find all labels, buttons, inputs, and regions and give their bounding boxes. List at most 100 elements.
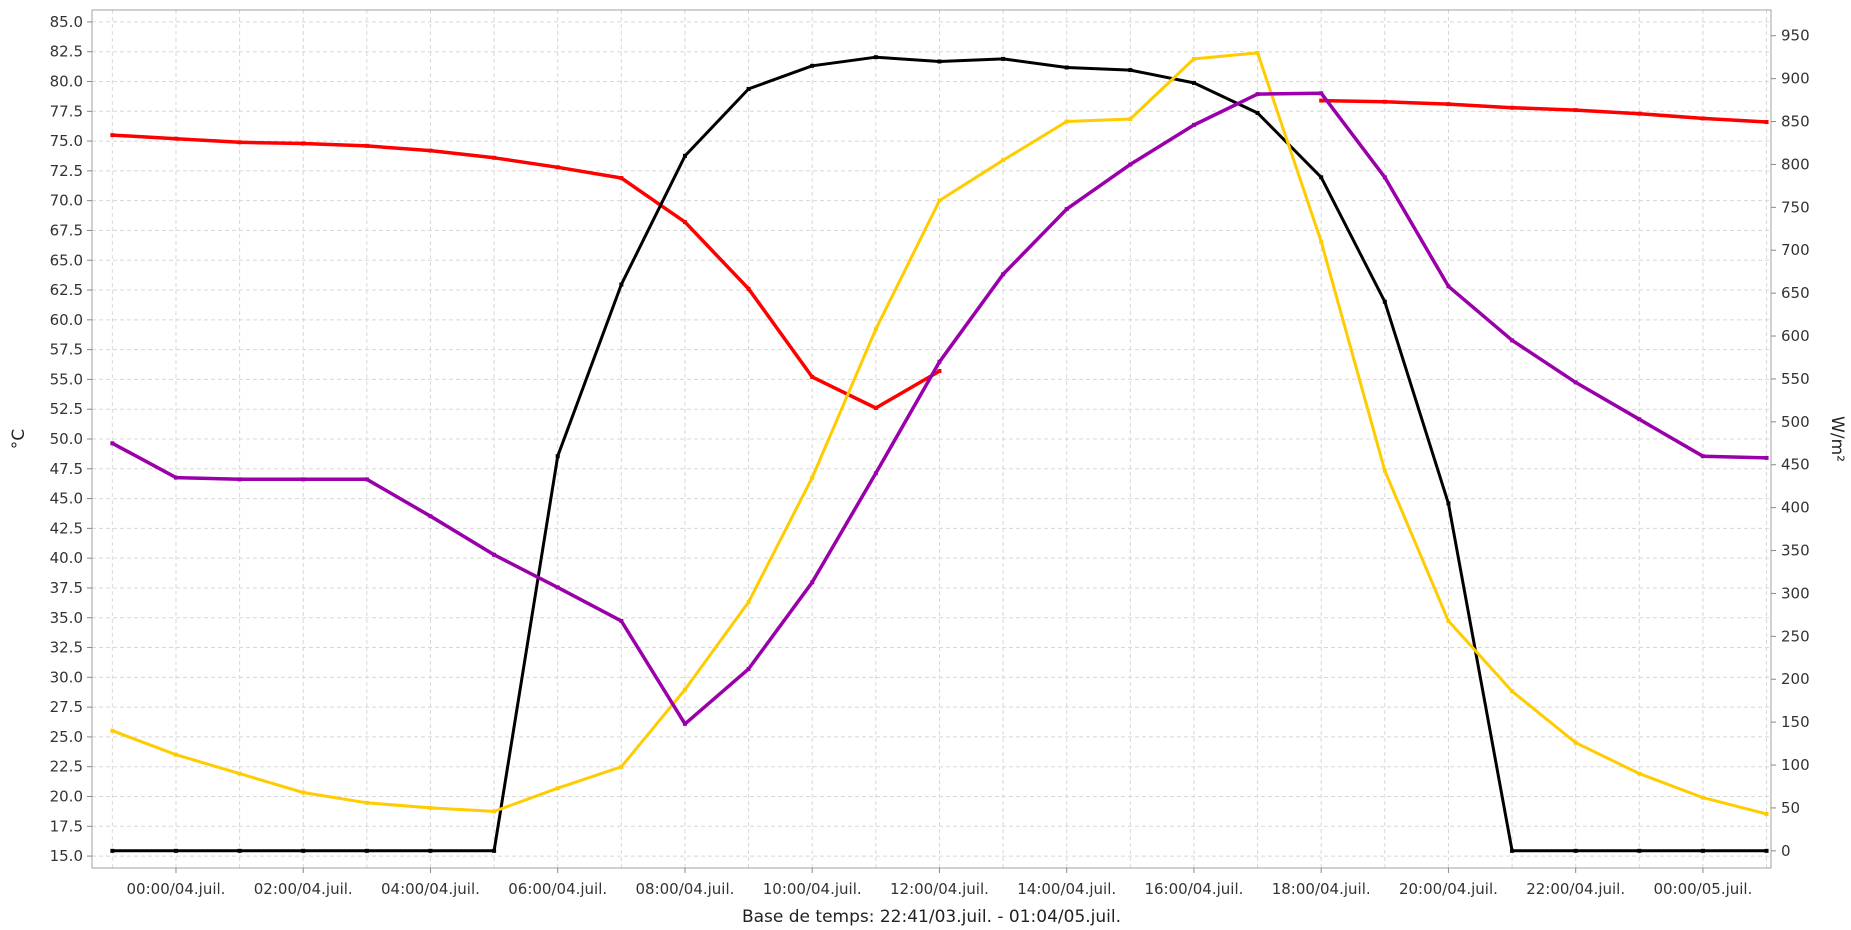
series-point-0 — [1319, 98, 1324, 103]
series-point-0 — [1446, 102, 1451, 107]
series-point-3 — [1255, 92, 1260, 97]
right-tick-label: 250 — [1781, 627, 1810, 645]
left-y-axis: 15.0 17.5 20.0 22.5 25.0 27.5 30.0 32.5 35.0 37.5… — [50, 13, 92, 865]
left-tick-label: 47.5 — [50, 460, 83, 478]
series-point-3 — [682, 721, 687, 726]
series-point-2 — [301, 790, 306, 795]
series-point-1 — [1001, 56, 1006, 61]
left-tick-label: 32.5 — [50, 639, 83, 657]
series-point-2 — [364, 800, 369, 805]
left-tick-label: 72.5 — [50, 162, 83, 180]
series-point-1 — [682, 153, 687, 158]
series-point-1 — [873, 55, 878, 60]
right-y-axis: 0 50 100 150 200 250 300 350 400 450 500 550 600 650 7… — [1771, 27, 1810, 860]
x-axis: 00:00/04.juil. 02:00/04.juil. 04:00/04.jui… — [127, 868, 1752, 898]
series-point-0 — [1573, 108, 1578, 113]
series-point-0 — [1637, 111, 1642, 116]
series-point-1 — [492, 848, 497, 853]
x-tick-label: 16:00/04.juil. — [1144, 880, 1243, 898]
x-tick-label: 22:00/04.juil. — [1526, 880, 1625, 898]
series-point-0 — [810, 375, 815, 380]
series-point-1 — [937, 59, 942, 64]
right-tick-label: 200 — [1781, 670, 1810, 688]
series-point-2 — [1255, 50, 1260, 55]
series-point-3 — [1319, 91, 1324, 96]
series-point-3 — [1700, 454, 1705, 459]
x-tick-label: 10:00/04.juil. — [763, 880, 862, 898]
series-point-3 — [1128, 162, 1133, 167]
series-point-0 — [746, 286, 751, 291]
series-point-3 — [1382, 175, 1387, 180]
series-point-3 — [428, 514, 433, 519]
left-tick-label: 52.5 — [50, 400, 83, 418]
left-tick-label: 15.0 — [50, 847, 83, 865]
series-point-1 — [237, 848, 242, 853]
series-point-3 — [619, 618, 624, 623]
right-tick-label: 100 — [1781, 756, 1810, 774]
series-point-0 — [1510, 105, 1515, 110]
left-tick-label: 60.0 — [50, 311, 83, 329]
series-point-0 — [1764, 120, 1769, 125]
right-tick-label: 600 — [1781, 327, 1810, 345]
right-tick-label: 300 — [1781, 584, 1810, 602]
left-tick-label: 55.0 — [50, 370, 83, 388]
left-tick-label: 42.5 — [50, 519, 83, 537]
series-point-1 — [428, 848, 433, 853]
series-point-2 — [237, 771, 242, 776]
left-tick-label: 35.0 — [50, 609, 83, 627]
series-point-1 — [1319, 175, 1324, 180]
left-tick-label: 67.5 — [50, 221, 83, 239]
series-point-2 — [1510, 689, 1515, 694]
x-tick-label: 14:00/04.juil. — [1017, 880, 1116, 898]
series-point-3 — [364, 477, 369, 482]
series-point-3 — [1573, 380, 1578, 385]
series-point-0 — [1382, 99, 1387, 104]
series-point-0 — [873, 406, 878, 411]
series-point-1 — [110, 848, 115, 853]
plot-background — [92, 10, 1771, 868]
x-tick-label: 12:00/04.juil. — [890, 880, 989, 898]
series-point-2 — [1064, 119, 1069, 124]
series-point-2 — [1700, 795, 1705, 800]
series-point-2 — [810, 475, 815, 480]
series-point-1 — [1064, 65, 1069, 70]
series-line-0 — [1319, 98, 1769, 124]
series-point-3 — [873, 471, 878, 476]
grid — [92, 10, 1771, 868]
left-tick-label: 22.5 — [50, 758, 83, 776]
left-tick-label: 57.5 — [50, 341, 83, 359]
x-tick-label: 18:00/04.juil. — [1272, 880, 1371, 898]
right-tick-label: 150 — [1781, 713, 1810, 731]
series-point-1 — [746, 86, 751, 91]
series-point-3 — [110, 441, 115, 446]
right-tick-label: 500 — [1781, 413, 1810, 431]
series-point-2 — [492, 809, 497, 814]
series-point-2 — [1128, 116, 1133, 121]
x-tick-label: 00:00/05.juil. — [1653, 880, 1752, 898]
series-point-0 — [682, 220, 687, 225]
series-point-3 — [1446, 284, 1451, 289]
series-point-2 — [873, 327, 878, 332]
series-point-2 — [555, 786, 560, 791]
series-point-1 — [1255, 110, 1260, 115]
x-tick-label: 02:00/04.juil. — [254, 880, 353, 898]
right-tick-label: 550 — [1781, 370, 1810, 388]
left-tick-label: 65.0 — [50, 251, 83, 269]
series-point-2 — [937, 198, 942, 203]
left-tick-label: 27.5 — [50, 698, 83, 716]
left-y-axis-title: °C — [9, 429, 29, 449]
series-point-3 — [555, 585, 560, 590]
series-point-1 — [1573, 848, 1578, 853]
series-point-1 — [301, 848, 306, 853]
series-point-2 — [1764, 811, 1769, 816]
series-point-1 — [1510, 848, 1515, 853]
series-point-1 — [1382, 299, 1387, 304]
series-point-1 — [1700, 848, 1705, 853]
series-point-2 — [173, 752, 178, 757]
left-tick-label: 37.5 — [50, 579, 83, 597]
x-tick-label: 20:00/04.juil. — [1399, 880, 1498, 898]
right-tick-label: 700 — [1781, 241, 1810, 259]
right-tick-label: 400 — [1781, 499, 1810, 517]
series-point-3 — [492, 552, 497, 557]
